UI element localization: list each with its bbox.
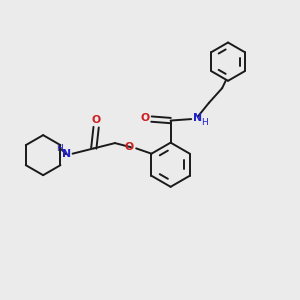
Text: O: O bbox=[141, 113, 150, 123]
Text: O: O bbox=[125, 142, 134, 152]
Text: N: N bbox=[193, 112, 202, 123]
Text: O: O bbox=[92, 115, 101, 125]
Text: N: N bbox=[62, 149, 71, 159]
Text: H: H bbox=[56, 144, 63, 153]
Text: H: H bbox=[202, 118, 208, 127]
